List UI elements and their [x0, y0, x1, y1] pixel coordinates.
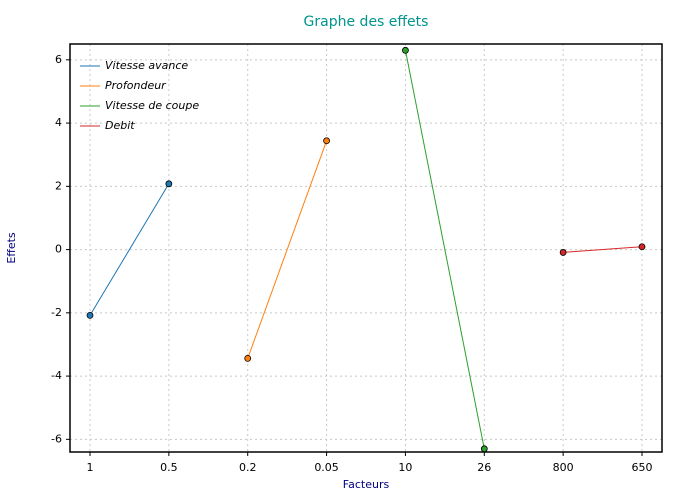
- y-tick-label: -4: [51, 369, 62, 382]
- series-line: [404, 50, 485, 449]
- x-tick-label: 1: [87, 461, 94, 474]
- x-tick-label: 800: [553, 461, 574, 474]
- x-tick-label: 26: [477, 461, 491, 474]
- legend-label: Vitesse de coupe: [105, 99, 199, 112]
- legend-label: Vitesse avance: [105, 59, 188, 72]
- data-point: [638, 243, 646, 251]
- y-tick-label: 4: [55, 116, 62, 129]
- x-tick-label: 0.2: [239, 461, 257, 474]
- data-point: [244, 354, 252, 362]
- legend-label: Debit: [105, 119, 135, 132]
- y-tick-label: -2: [51, 306, 62, 319]
- y-tick-label: -6: [51, 432, 62, 445]
- x-tick-label: 650: [632, 461, 653, 474]
- data-point: [480, 445, 488, 453]
- series-line: [563, 246, 643, 253]
- data-point: [165, 180, 173, 188]
- y-tick-label: 6: [55, 53, 62, 66]
- plot-frame: [69, 43, 663, 453]
- data-point: [323, 137, 330, 145]
- x-tick-label: 10: [398, 461, 412, 474]
- series-line: [247, 140, 328, 359]
- legend-label: Profondeur: [105, 79, 167, 92]
- data-point: [402, 46, 409, 54]
- chart-title: Graphe des effets: [304, 14, 429, 30]
- series-line: [89, 183, 170, 316]
- data-point: [86, 311, 94, 319]
- x-tick-label: 0.5: [160, 461, 178, 474]
- x-tick-label: 0.05: [314, 461, 339, 474]
- y-axis-label: Effets: [5, 232, 18, 264]
- y-tick-label: 0: [55, 243, 62, 256]
- y-tick-label: 2: [55, 179, 62, 192]
- data-point: [559, 249, 567, 256]
- x-axis-label: Facteurs: [343, 478, 390, 491]
